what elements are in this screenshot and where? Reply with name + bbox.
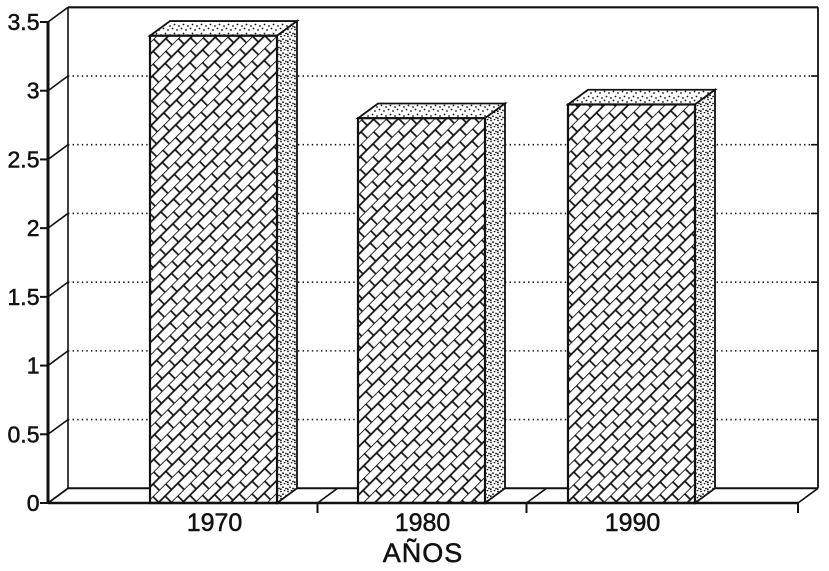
back-wall xyxy=(67,6,819,489)
bar-top-face xyxy=(355,102,508,120)
y-tick-label-2: 2 xyxy=(27,215,40,241)
y-tick-depth-connector-0.5 xyxy=(47,418,69,435)
y-axis: 0 0.5 1 1.5 2 2.5 3 3.5 xyxy=(7,6,69,516)
bar-side-face xyxy=(694,87,716,505)
bars xyxy=(147,19,718,505)
y-tick-label-0: 0 xyxy=(27,490,40,516)
y-tick-depth-connector-2.5 xyxy=(47,144,69,161)
floor-front xyxy=(47,487,819,513)
y-tick-depth-connector-2 xyxy=(47,212,69,229)
y-tick-depth-connector-1.5 xyxy=(47,281,69,298)
bar-top-face xyxy=(565,88,718,106)
y-tick-label-3.5: 3.5 xyxy=(8,9,40,35)
floor-category-depth-edge-1 xyxy=(526,487,547,504)
bar-top-face xyxy=(147,20,300,37)
x-tick-label-1990: 1990 xyxy=(605,509,661,537)
y-tick-label-1: 1 xyxy=(27,353,40,379)
y-tick-depth-connector-3.5 xyxy=(47,6,69,23)
bar-1980 xyxy=(355,101,508,505)
y-tick-depth-connector-3 xyxy=(47,75,69,92)
y-tick-label-0.5: 0.5 xyxy=(8,421,40,447)
bar-front-face xyxy=(148,34,279,505)
bar-1990 xyxy=(565,87,718,505)
floor-category-depth-edge-0 xyxy=(317,487,338,504)
floor-left-depth-edge xyxy=(47,487,69,504)
y-tick-depth-connector-1 xyxy=(47,350,69,367)
x-tick-label-1980: 1980 xyxy=(395,509,451,537)
y-tick-label-1.5: 1.5 xyxy=(8,284,40,310)
y-tick-label-3: 3 xyxy=(27,78,40,104)
bar-front-face xyxy=(356,117,487,505)
floor-category-depth-edge-2 xyxy=(797,487,819,504)
bar-front-face xyxy=(566,103,697,505)
x-tick-label-1970: 1970 xyxy=(187,509,243,537)
bar-side-face xyxy=(276,19,298,505)
x-axis-labels: 1970 1980 1990 AÑOS xyxy=(186,509,661,569)
bar-side-face xyxy=(484,101,506,505)
bar-1970 xyxy=(147,19,300,505)
x-axis-title: AÑOS xyxy=(383,537,464,568)
y-tick-label-2.5: 2.5 xyxy=(8,146,40,172)
